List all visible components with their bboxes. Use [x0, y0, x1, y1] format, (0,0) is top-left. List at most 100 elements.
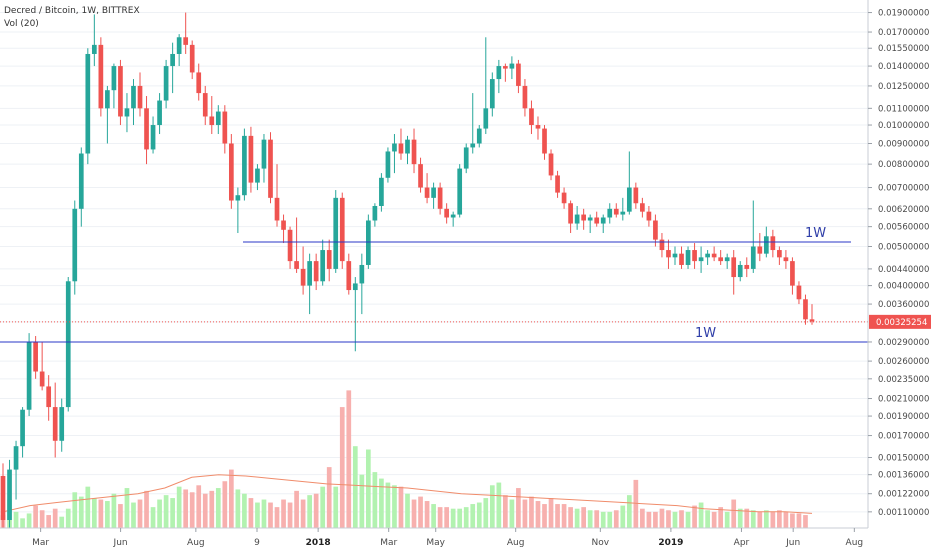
- candle-body: [698, 257, 704, 262]
- candle-body: [170, 53, 175, 67]
- candle-body: [581, 214, 587, 221]
- candle-body: [124, 108, 130, 117]
- volume-bar: [333, 486, 339, 528]
- volume-bar: [444, 507, 449, 528]
- candle-body: [163, 66, 169, 101]
- candle-body: [646, 211, 652, 221]
- candle-body: [33, 341, 38, 372]
- volume-bar: [529, 496, 534, 528]
- candle: [692, 243, 697, 269]
- candle: [137, 72, 143, 117]
- volume-bar: [346, 390, 352, 528]
- candle-body: [489, 79, 495, 109]
- candle-body: [522, 85, 528, 109]
- candle: [646, 206, 652, 227]
- candle-body: [189, 44, 195, 73]
- candle: [157, 93, 162, 135]
- volume-bar: [150, 507, 156, 528]
- volume-bar: [359, 474, 365, 528]
- volume-bar: [300, 499, 306, 528]
- candle-body: [85, 53, 91, 154]
- volume-bar: [489, 485, 495, 528]
- volume-bar: [52, 508, 58, 528]
- price-tick-label: 0.00360000: [878, 300, 929, 310]
- candle: [679, 246, 684, 269]
- candle: [411, 128, 417, 174]
- candle: [222, 105, 228, 154]
- time-tick-label: 2019: [658, 538, 683, 548]
- volume-bar: [202, 493, 208, 528]
- time-tick-label: Jun: [785, 538, 800, 548]
- candle: [287, 226, 293, 269]
- candle: [392, 134, 397, 174]
- volume-bar: [522, 499, 528, 528]
- candle: [333, 190, 339, 273]
- volume-bar: [59, 516, 65, 528]
- candle-body: [705, 253, 710, 258]
- candle-body: [711, 253, 717, 258]
- candle-body: [150, 125, 156, 150]
- candle: [261, 134, 267, 183]
- price-axis[interactable]: 0.01900000 0.01700000 0.01550000 0.01400000…: [868, 9, 931, 518]
- trend-lines[interactable]: 1W 1W: [0, 226, 868, 343]
- price-axis-panel[interactable]: [868, 0, 932, 528]
- volume-bar: [405, 493, 410, 528]
- volume-bar: [98, 499, 104, 528]
- candle: [613, 203, 619, 218]
- candle: [398, 128, 404, 160]
- candle: [313, 253, 319, 291]
- candle: [574, 206, 580, 230]
- candle: [189, 40, 195, 80]
- candle: [385, 147, 391, 183]
- volume-bar: [46, 515, 52, 528]
- candle: [542, 125, 547, 160]
- chart-title: Decred / Bitcoin, 1W, BITTREX: [4, 6, 140, 16]
- volume-bar: [431, 504, 436, 528]
- candle: [72, 200, 78, 295]
- candle-body: [242, 135, 247, 196]
- candle-body: [366, 220, 371, 265]
- volume-bar: [105, 501, 110, 528]
- time-tick-label: Apr: [734, 538, 750, 548]
- candle-body: [91, 44, 97, 54]
- candle-body: [653, 220, 658, 240]
- candle-body: [137, 85, 143, 109]
- candle: [163, 59, 169, 109]
- volume-bar: [85, 486, 91, 528]
- volume-bar: [183, 489, 189, 528]
- volume-bar: [78, 496, 84, 528]
- candle-body: [600, 217, 606, 224]
- candle: [783, 250, 789, 269]
- candle: [91, 14, 97, 67]
- volume-bar: [672, 511, 678, 528]
- candle-body: [196, 72, 202, 94]
- volume-bar: [91, 498, 97, 528]
- candle-body: [111, 66, 117, 91]
- price-tick-label: 0.01900000: [878, 9, 929, 19]
- candle: [744, 257, 750, 278]
- candle: [731, 250, 737, 295]
- candle-body: [209, 116, 215, 126]
- volume-bar: [124, 488, 130, 528]
- volume-bar: [281, 499, 286, 528]
- volume-bar: [26, 513, 32, 528]
- candle-body: [587, 217, 593, 221]
- candle: [379, 173, 384, 212]
- candle: [144, 96, 149, 165]
- candle: [111, 63, 117, 109]
- candle-body: [737, 264, 743, 278]
- volume-bar: [189, 492, 195, 528]
- candle: [803, 294, 808, 325]
- candle-body: [777, 250, 782, 258]
- volume-bar: [352, 446, 358, 528]
- candle: [372, 203, 378, 227]
- candle-body: [744, 264, 750, 269]
- candle-body: [574, 214, 580, 224]
- price-tick-label: 0.00110000: [878, 508, 929, 518]
- candle-body: [444, 208, 449, 218]
- time-axis[interactable]: Mar Jun Aug 9 2018 Mar May Aug Nov 2019 Apr Jun Aug: [32, 528, 863, 548]
- volume-bar: [542, 504, 547, 528]
- candle-body: [326, 250, 332, 269]
- volume-bar: [248, 498, 254, 528]
